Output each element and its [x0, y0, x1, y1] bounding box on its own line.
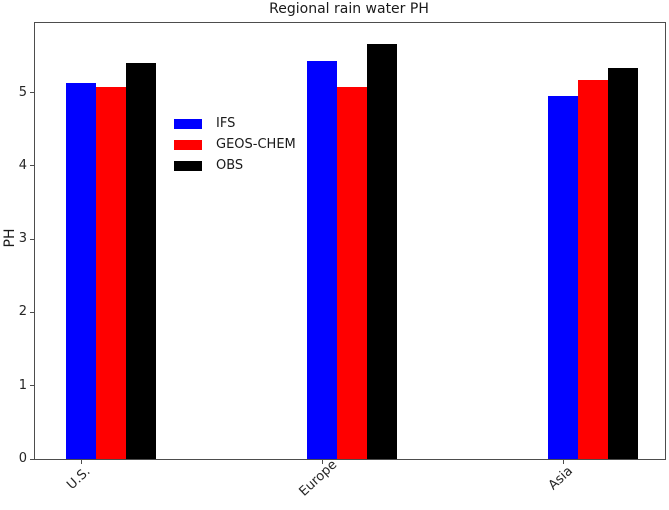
y-tick-label-1: 1: [18, 377, 27, 393]
plot-area: 0 1 2 3 4 5 U.S. Europe Asia: [19, 22, 666, 500]
x-tick-label-europe: Europe: [296, 457, 341, 500]
legend-item-geos-chem: GEOS-CHEM: [174, 137, 296, 152]
y-tick-mark-2: [30, 311, 34, 313]
x-tick-label-asia: Asia: [545, 463, 576, 494]
y-tick-label-0: 0: [18, 451, 27, 466]
chart-title: Regional rain water PH: [269, 1, 429, 17]
bar-ifs-u-s: [66, 83, 96, 459]
bar-obs-europe: [367, 43, 397, 459]
y-tick-label-4: 4: [18, 157, 27, 173]
y-tick-label-5: 5: [18, 84, 27, 100]
legend-label-ifs: IFS: [216, 116, 236, 131]
legend-swatch-ifs: [174, 118, 202, 129]
y-tick-mark-1: [30, 385, 34, 387]
legend-label-obs: OBS: [216, 158, 244, 173]
x-tick-mark-u-s: [80, 460, 82, 464]
y-tick-mark-3: [30, 238, 34, 240]
y-tick-label-3: 3: [18, 231, 27, 247]
bar-geos-chem-europe: [337, 87, 367, 459]
legend-swatch-geos-chem: [174, 139, 202, 150]
legend: IFS GEOS-CHEM OBS: [174, 116, 296, 179]
y-tick-mark-5: [30, 92, 34, 94]
x-tick-label-u-s: U.S.: [64, 464, 94, 493]
legend-swatch-obs: [174, 160, 202, 171]
legend-item-ifs: IFS: [174, 116, 296, 131]
y-tick-label-2: 2: [18, 304, 27, 320]
bar-obs-u-s: [126, 63, 156, 459]
bar-geos-chem-u-s: [96, 87, 126, 459]
bar-ifs-europe: [307, 61, 337, 459]
y-tick-mark-0: [30, 458, 34, 460]
bar-obs-asia: [608, 68, 638, 459]
x-tick-mark-europe: [321, 460, 323, 464]
y-tick-mark-4: [30, 165, 34, 167]
bar-ifs-asia: [548, 96, 578, 459]
bar-geos-chem-asia: [578, 80, 608, 459]
x-tick-mark-asia: [562, 460, 564, 464]
legend-label-geos-chem: GEOS-CHEM: [216, 137, 296, 152]
legend-item-obs: OBS: [174, 158, 296, 173]
